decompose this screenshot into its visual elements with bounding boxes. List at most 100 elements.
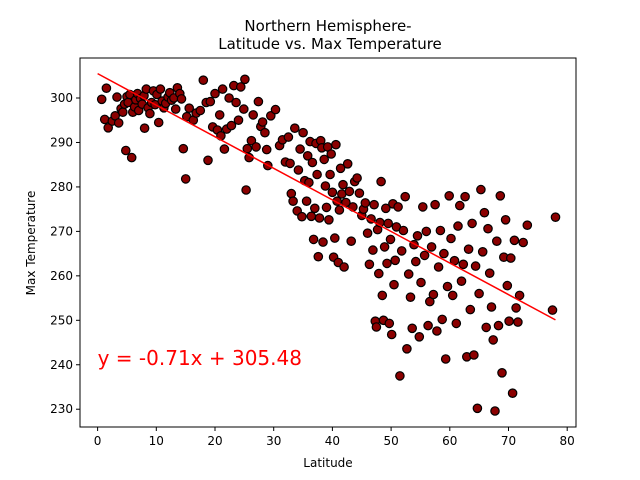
data-point [319, 154, 329, 165]
data-point [297, 211, 307, 222]
data-point [325, 169, 335, 180]
data-point [352, 173, 362, 183]
data-point [470, 261, 481, 271]
data-point [329, 233, 340, 243]
data-point [522, 220, 533, 230]
data-point [285, 158, 295, 169]
data-point [474, 288, 484, 299]
data-point [309, 203, 320, 214]
data-point [373, 268, 384, 279]
data-point [371, 322, 382, 332]
data-point [393, 202, 403, 212]
y-axis-ticks: 230 240 250 260 270 280 290 300 [50, 91, 80, 416]
data-point [257, 117, 268, 127]
data-point [360, 198, 371, 208]
y-tick-label: 260 [50, 269, 73, 283]
data-point [428, 289, 439, 300]
data-point [178, 143, 189, 154]
data-point [233, 115, 244, 125]
data-point [439, 248, 449, 259]
data-point [338, 179, 348, 190]
data-point [423, 320, 433, 331]
regression-line [97, 72, 556, 321]
data-point [469, 350, 479, 360]
data-point [514, 290, 525, 301]
data-point [342, 159, 353, 169]
data-point [385, 234, 396, 245]
plot-frame [79, 57, 577, 428]
data-point [384, 318, 395, 329]
y-axis-label: Max Temperature [24, 191, 38, 296]
data-point [511, 303, 521, 313]
data-point [504, 316, 514, 326]
data-point [497, 367, 507, 378]
data-point [500, 215, 511, 225]
data-point [463, 244, 474, 254]
data-point [419, 250, 430, 261]
data-point [547, 305, 558, 315]
data-point [210, 88, 220, 99]
x-axis-ticks: 0 10 20 30 40 50 60 70 80 [94, 427, 575, 448]
data-point [203, 155, 213, 166]
data-point [302, 151, 313, 161]
data-points [96, 74, 561, 416]
data-point [231, 97, 241, 108]
data-point [327, 187, 338, 198]
data-point [398, 225, 409, 236]
data-point [472, 403, 483, 414]
data-point [465, 304, 476, 315]
data-point [484, 268, 495, 278]
data-point [491, 236, 502, 246]
data-point [486, 302, 497, 312]
data-point [246, 135, 257, 146]
data-point [308, 234, 319, 245]
data-point [386, 329, 397, 340]
data-point [306, 211, 317, 222]
data-point [447, 290, 458, 301]
data-point [380, 203, 391, 214]
data-point [416, 277, 426, 288]
data-point [326, 149, 336, 159]
data-point [513, 317, 523, 327]
data-point [383, 218, 393, 229]
data-point [298, 127, 308, 138]
data-point [550, 212, 561, 222]
x-tick-label: 0 [94, 434, 102, 448]
data-point [389, 279, 399, 290]
x-tick-label: 50 [383, 434, 398, 448]
data-point [236, 82, 246, 92]
data-point [283, 132, 294, 142]
data-point [379, 242, 390, 252]
data-point [369, 199, 379, 210]
data-point [354, 188, 365, 198]
data-point [251, 142, 261, 152]
data-point [219, 144, 230, 154]
data-point [376, 176, 386, 187]
data-point [451, 318, 462, 329]
data-point [509, 235, 520, 246]
data-point [121, 145, 131, 156]
chart-title-line1: Northern Hemisphere- [244, 17, 411, 35]
data-point [301, 196, 312, 206]
data-point [377, 290, 388, 301]
data-point [479, 207, 490, 218]
data-point [493, 320, 504, 331]
data-point [440, 354, 451, 364]
data-point [432, 326, 442, 336]
data-point [99, 114, 110, 125]
data-point [335, 163, 346, 174]
data-point [417, 202, 428, 212]
data-point [248, 110, 258, 120]
y-tick-label: 240 [50, 358, 73, 372]
y-tick-label: 270 [50, 224, 73, 238]
x-tick-label: 60 [442, 434, 457, 448]
data-point [217, 84, 228, 94]
data-point [288, 196, 298, 206]
data-point [265, 111, 276, 121]
data-point [481, 322, 491, 333]
x-tick-label: 20 [207, 434, 222, 448]
data-point [295, 144, 305, 154]
data-point [240, 74, 250, 85]
data-point [101, 83, 112, 93]
